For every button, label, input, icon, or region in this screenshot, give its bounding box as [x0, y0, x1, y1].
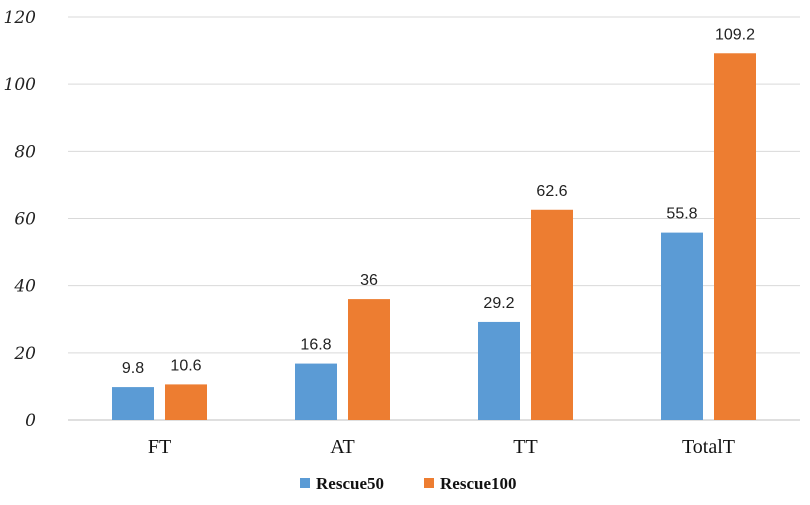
y-tick-label-120: 120	[4, 8, 37, 28]
x-category-label-totalt: TotalT	[682, 436, 735, 458]
y-tick-label-80: 80	[14, 142, 36, 162]
data-label-rescue50-tt: 29.2	[483, 295, 514, 312]
y-axis-tick-labels: 0 20 40 60 80 100 120	[4, 8, 37, 431]
data-label-rescue50-totalt: 55.8	[666, 206, 697, 223]
bar-rescue100-totalt	[714, 53, 756, 421]
data-label-rescue100-tt: 62.6	[536, 183, 567, 200]
gridlines	[68, 16, 800, 421]
bar-rescue50-tt	[478, 321, 520, 420]
x-category-label-tt: TT	[513, 436, 537, 458]
y-tick-label-40: 40	[13, 277, 36, 297]
x-category-label-ft: FT	[148, 436, 171, 458]
legend-swatch-rescue50	[300, 478, 310, 488]
bar-rescue100-at	[348, 299, 390, 420]
bar-rescue100-tt	[531, 209, 573, 420]
data-label-rescue100-totalt: 109.2	[715, 26, 755, 43]
legend-label-rescue50: Rescue50	[316, 474, 384, 493]
bars	[112, 53, 756, 421]
legend: Rescue50 Rescue100	[300, 474, 516, 493]
legend-swatch-rescue100	[424, 478, 434, 488]
bar-rescue50-at	[295, 363, 337, 420]
y-tick-label-20: 20	[13, 344, 36, 364]
legend-label-rescue100: Rescue100	[440, 474, 516, 493]
x-category-label-at: AT	[330, 436, 354, 458]
y-tick-label-100: 100	[4, 75, 37, 95]
data-label-rescue100-at: 36	[360, 272, 378, 289]
y-tick-label-60: 60	[14, 210, 36, 230]
data-labels: 9.8 10.6 16.8 36 29.2 62.6 55.8 109.2	[122, 26, 755, 377]
x-axis-category-labels: FT AT TT TotalT	[148, 436, 735, 458]
bar-rescue50-totalt	[661, 232, 703, 420]
bar-rescue100-ft	[165, 384, 207, 420]
data-label-rescue50-at: 16.8	[300, 337, 331, 354]
bar-rescue50-ft	[112, 387, 154, 420]
data-label-rescue100-ft: 10.6	[170, 357, 201, 374]
y-tick-label-0: 0	[25, 411, 36, 431]
data-label-rescue50-ft: 9.8	[122, 360, 144, 377]
